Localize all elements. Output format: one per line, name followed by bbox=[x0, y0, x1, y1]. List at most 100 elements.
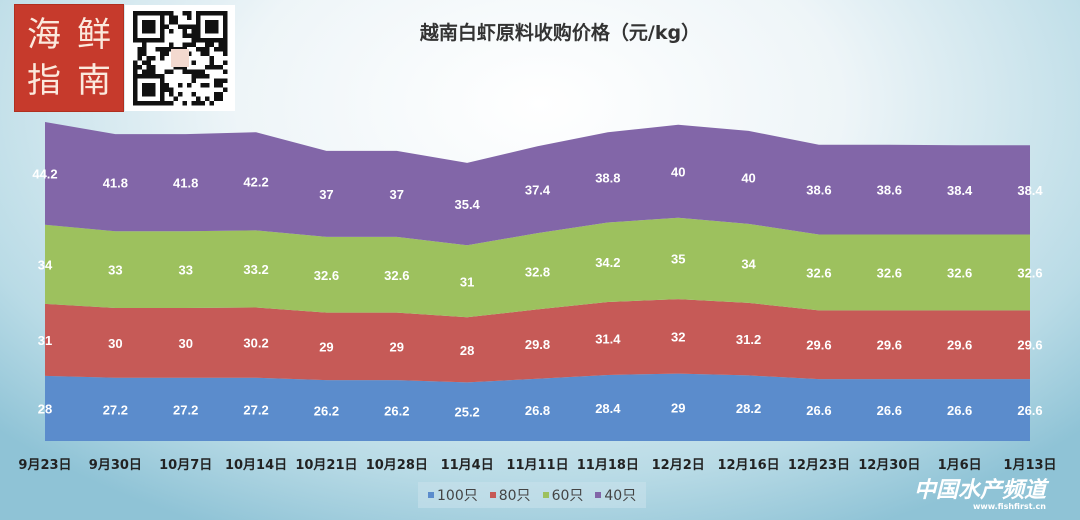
data-label: 32.6 bbox=[806, 265, 831, 280]
x-tick-label: 12月16日 bbox=[717, 458, 779, 473]
x-tick-label: 11月4日 bbox=[441, 458, 494, 473]
data-label: 28 bbox=[460, 343, 474, 358]
data-label: 42.2 bbox=[243, 174, 268, 189]
legend-swatch bbox=[595, 492, 602, 498]
data-label: 29 bbox=[390, 339, 404, 354]
legend-label: 60只 bbox=[551, 488, 584, 504]
data-label: 32.6 bbox=[314, 268, 339, 283]
data-label: 30 bbox=[108, 336, 122, 351]
data-label: 29.6 bbox=[877, 338, 902, 353]
data-label: 33 bbox=[108, 263, 122, 278]
data-label: 38.6 bbox=[877, 183, 902, 198]
x-tick-label: 9月30日 bbox=[89, 458, 142, 473]
data-label: 25.2 bbox=[454, 405, 479, 420]
x-tick-label: 10月28日 bbox=[366, 458, 428, 473]
legend-swatch bbox=[428, 492, 434, 498]
legend-swatch bbox=[489, 492, 496, 498]
data-label: 26.6 bbox=[947, 403, 972, 418]
data-label: 32.6 bbox=[1017, 265, 1042, 280]
data-label: 32.6 bbox=[947, 265, 972, 280]
data-label: 37 bbox=[319, 187, 333, 202]
data-label: 41.8 bbox=[173, 176, 198, 191]
legend-label: 40只 bbox=[604, 488, 637, 504]
legend-item: 100只 bbox=[428, 485, 478, 505]
chart-title: 越南白虾原料收购价格（元/kg） bbox=[419, 22, 701, 44]
data-label: 28 bbox=[38, 401, 52, 416]
legend-item: 80只 bbox=[489, 485, 531, 505]
x-tick-label: 1月6日 bbox=[938, 458, 982, 473]
x-tick-label: 12月30日 bbox=[858, 458, 920, 473]
data-label: 29 bbox=[671, 400, 685, 415]
data-label: 29.6 bbox=[947, 338, 972, 353]
data-label: 33 bbox=[178, 263, 192, 278]
data-label: 32.8 bbox=[525, 264, 550, 279]
data-label: 26.2 bbox=[384, 404, 409, 419]
x-tick-label: 9月23日 bbox=[18, 458, 71, 473]
data-label: 26.6 bbox=[806, 403, 831, 418]
data-label: 37.4 bbox=[525, 183, 551, 198]
data-label: 34 bbox=[741, 256, 756, 271]
data-label: 29.8 bbox=[525, 337, 550, 352]
data-label: 35 bbox=[671, 251, 685, 266]
data-label: 37 bbox=[390, 187, 404, 202]
data-label: 31.4 bbox=[595, 331, 621, 346]
data-label: 40 bbox=[741, 170, 755, 185]
data-label: 28.4 bbox=[595, 401, 621, 416]
data-label: 32.6 bbox=[384, 268, 409, 283]
x-tick-label: 1月13日 bbox=[1003, 458, 1056, 473]
data-label: 27.2 bbox=[243, 402, 268, 417]
data-label: 28.2 bbox=[736, 401, 761, 416]
logo-char: 南 bbox=[77, 61, 111, 101]
logo-char: 鲜 bbox=[77, 15, 111, 55]
watermark-name: 中国水产频道 bbox=[913, 478, 1046, 503]
legend: 100只 80只 60只 40只 bbox=[418, 482, 647, 508]
x-tick-label: 10月7日 bbox=[159, 458, 212, 473]
data-label: 26.6 bbox=[1017, 403, 1042, 418]
x-tick-label: 12月2日 bbox=[652, 458, 705, 473]
data-label: 38.4 bbox=[1017, 183, 1043, 198]
data-label: 34 bbox=[38, 257, 53, 272]
data-label: 40 bbox=[671, 164, 685, 179]
data-label: 38.4 bbox=[947, 183, 973, 198]
data-label: 30.2 bbox=[243, 336, 268, 351]
data-label: 38.8 bbox=[595, 170, 620, 185]
legend-label: 100只 bbox=[437, 488, 478, 504]
data-label: 30 bbox=[178, 336, 192, 351]
data-label: 38.6 bbox=[806, 183, 831, 198]
data-label: 29.6 bbox=[806, 338, 831, 353]
data-label: 44.2 bbox=[32, 166, 57, 181]
legend-item: 60只 bbox=[542, 485, 584, 505]
qr-code bbox=[125, 5, 235, 111]
data-label: 34.2 bbox=[595, 255, 620, 270]
data-label: 32.6 bbox=[877, 265, 902, 280]
data-label: 29.6 bbox=[1017, 338, 1042, 353]
area-60只 bbox=[45, 217, 1030, 318]
area-100只 bbox=[45, 373, 1030, 441]
logo-char: 海 bbox=[27, 15, 61, 55]
x-tick-label: 12月23日 bbox=[788, 458, 850, 473]
data-label: 31 bbox=[38, 333, 52, 348]
data-label: 31 bbox=[460, 274, 474, 289]
logo-char: 指 bbox=[27, 61, 61, 101]
data-label: 41.8 bbox=[103, 176, 128, 191]
legend-swatch bbox=[542, 492, 549, 498]
data-label: 32 bbox=[671, 329, 685, 344]
data-label: 26.6 bbox=[877, 403, 902, 418]
data-label: 33.2 bbox=[243, 262, 268, 277]
watermark: 中国水产频道 www.fishfirst.cn bbox=[914, 480, 1046, 512]
data-label: 27.2 bbox=[103, 402, 128, 417]
legend-item: 40只 bbox=[595, 485, 636, 505]
data-label: 29 bbox=[319, 339, 333, 354]
data-label: 26.8 bbox=[525, 403, 550, 418]
legend-label: 80只 bbox=[498, 488, 531, 504]
x-tick-label: 10月21日 bbox=[295, 458, 357, 473]
data-label: 31.2 bbox=[736, 332, 761, 347]
x-tick-label: 11月18日 bbox=[577, 458, 639, 473]
area-40只 bbox=[45, 122, 1030, 246]
logo: 海 鲜 指 南 bbox=[15, 5, 123, 111]
watermark-url: www.fishfirst.cn bbox=[972, 502, 1046, 511]
data-label: 26.2 bbox=[314, 404, 339, 419]
area-80只 bbox=[45, 299, 1030, 383]
data-label: 35.4 bbox=[454, 197, 480, 212]
